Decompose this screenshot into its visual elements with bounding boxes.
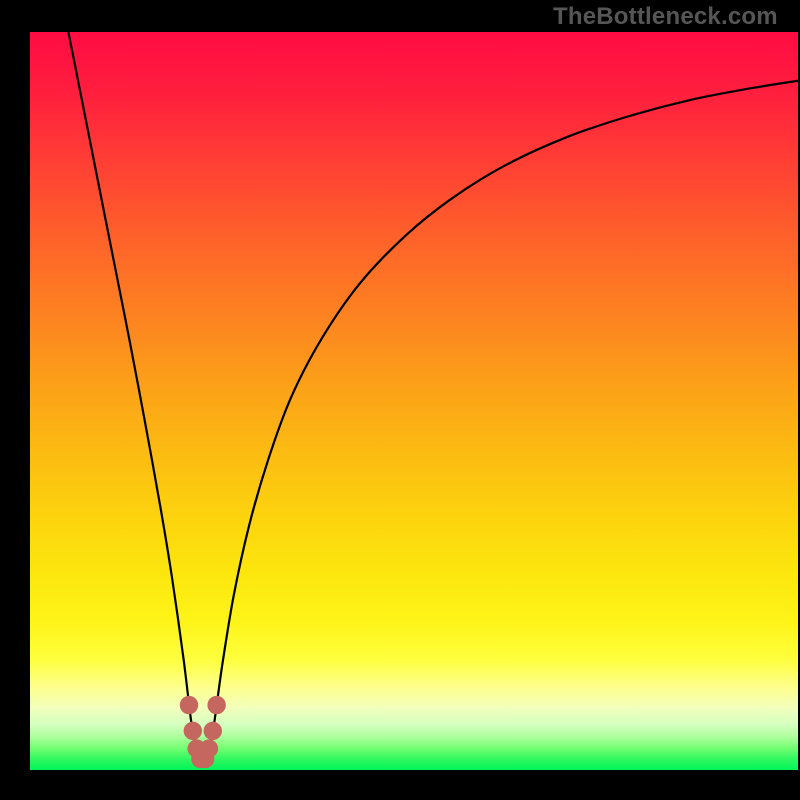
gradient-background: [30, 32, 798, 770]
valley-marker: [184, 722, 202, 740]
valley-marker: [204, 722, 222, 740]
valley-marker: [200, 739, 218, 757]
valley-marker: [180, 696, 198, 714]
plot-area: [30, 32, 798, 770]
watermark-text: TheBottleneck.com: [553, 3, 778, 31]
plot-svg: [30, 32, 798, 770]
valley-marker: [207, 696, 225, 714]
